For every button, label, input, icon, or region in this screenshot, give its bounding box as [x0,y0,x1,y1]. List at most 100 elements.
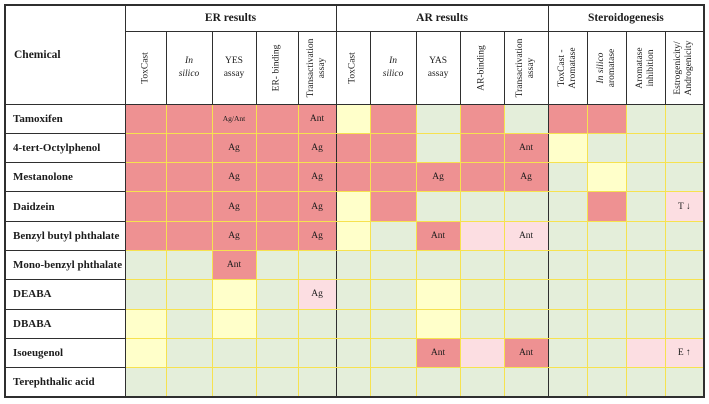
result-cell [165,162,213,193]
result-cell [664,220,705,251]
result-cell [547,337,588,369]
result-cell [255,337,299,369]
result-cell [335,103,371,134]
result-cell: Ag [211,162,257,193]
result-cell [503,308,549,339]
result-cell [124,337,167,369]
result-cell [625,220,666,251]
result-cell [586,337,627,369]
table-row: Tamoxifen Ag/Ant Ant [4,103,705,134]
table-row: DBABA [4,308,705,339]
result-cell [369,220,417,251]
result-cell [255,132,299,164]
chemical-name: 4-tert-Octylphenol [4,132,126,164]
result-cell [415,279,461,310]
result-cell [369,191,417,222]
column-header: ToxCast [335,30,371,105]
result-cell [211,308,257,339]
result-cell [625,103,666,134]
result-cell [625,337,666,369]
result-cell [255,162,299,193]
result-cell: Ag [211,191,257,222]
result-cell [547,367,588,398]
result-cell [335,308,371,339]
result-cell [369,308,417,339]
result-cell [547,279,588,310]
column-header: In silico aromatase [586,30,627,105]
result-cell [415,103,461,134]
column-header-label: aromatase [606,48,617,87]
column-header: ToxCast - Aromatase [547,30,588,105]
result-cell [503,103,549,134]
results-table: Chemical ER results AR results Steroidogene… [4,4,706,398]
table-row: 4-tert-Octylphenol Ag Ag Ant [4,132,705,164]
column-header: AR-binding [459,30,505,105]
result-cell: E ↑ [664,337,705,369]
table-row: Mono-benzyl phthalate Ant [4,249,705,281]
result-cell [255,308,299,339]
result-cell [124,249,167,281]
table-row: Daidzein Ag Ag T ↓ [4,191,705,222]
result-cell [625,279,666,310]
result-cell [255,279,299,310]
column-header-label: ToxCast - [556,48,567,87]
result-cell [625,367,666,398]
result-cell: Ag [211,220,257,251]
group-header-row: Chemical ER results AR results Steroidogene… [4,4,705,105]
result-cell [415,308,461,339]
result-cell [459,191,505,222]
table-body: Tamoxifen Ag/Ant Ant 4-tert-Octylphenol Ag Ag… [4,103,705,398]
result-cell [335,220,371,251]
result-cell [586,132,627,164]
result-cell [664,279,705,310]
column-header: ER- binding [255,30,299,105]
result-cell [625,249,666,281]
result-cell [503,367,549,398]
result-cell [415,191,461,222]
table-row: Benzyl butyl phthalate Ag Ag Ant Ant [4,220,705,251]
result-cell: Ant [415,220,461,251]
result-cell [369,162,417,193]
result-cell [459,279,505,310]
result-cell [369,337,417,369]
result-cell [586,220,627,251]
result-cell [211,337,257,369]
column-header-label: In silico [595,52,606,83]
result-cell [664,367,705,398]
result-cell [165,337,213,369]
result-cell [459,308,505,339]
result-cell [211,279,257,310]
chemical-name: Mono-benzyl phthalate [4,249,126,281]
column-header-label: silico [178,68,200,79]
result-cell [547,220,588,251]
column-header-label: In [185,56,193,67]
result-cell [547,162,588,193]
result-cell: Ant [503,220,549,251]
result-cell: Ag [297,279,337,310]
result-cell [664,132,705,164]
result-cell [255,191,299,222]
result-cell [335,337,371,369]
result-cell [625,162,666,193]
result-cell [586,279,627,310]
column-header-label: inhibition [645,49,656,86]
result-cell: Ant [503,337,549,369]
column-header: Transactivation assay [503,30,549,105]
chemical-name: Terephthalic acid [4,367,126,398]
result-cell: Ant [503,132,549,164]
result-cell [297,367,337,398]
result-cell [459,132,505,164]
result-cell [625,308,666,339]
column-header-label: assay [427,68,449,79]
column-header-label: Estrogenicity/ [673,40,684,95]
result-cell [415,367,461,398]
result-cell [255,367,299,398]
result-cell [586,103,627,134]
result-cell [297,249,337,281]
result-cell [255,103,299,134]
result-cell [415,132,461,164]
result-cell [547,103,588,134]
result-cell: Ag [297,162,337,193]
column-header: YES assay [211,30,257,105]
column-header-label: assay [223,68,245,79]
